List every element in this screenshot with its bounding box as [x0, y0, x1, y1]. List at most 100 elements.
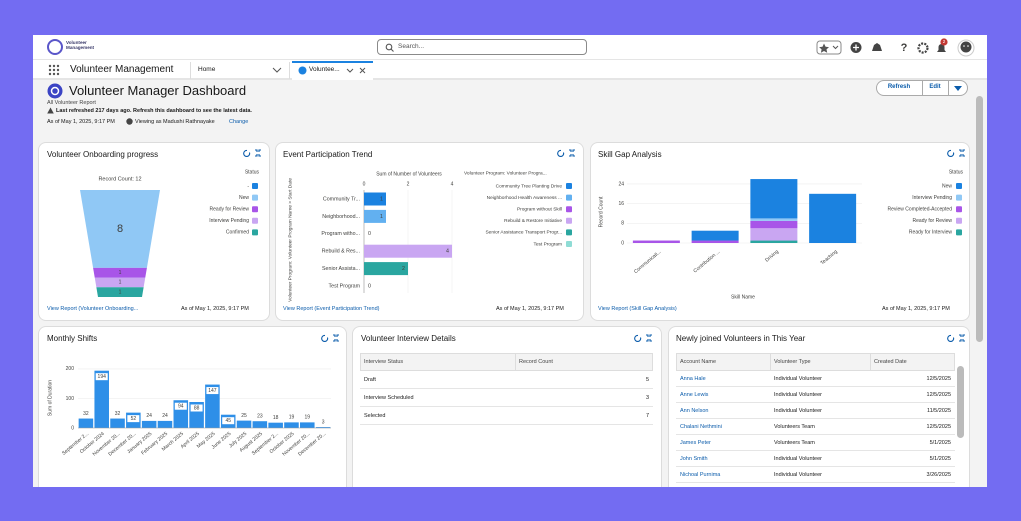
label-bg: [143, 412, 156, 420]
footer-date: As of May 1, 2025, 9:17 PM: [496, 306, 564, 312]
onboarding-card: [38, 142, 270, 321]
dashboard-title: Volunteer Manager Dashboard: [69, 83, 247, 98]
legend-swatch: [566, 183, 572, 189]
table-cell: Individual Volunteer: [774, 407, 823, 414]
bar-segment: [750, 179, 798, 219]
table-row: [676, 387, 955, 403]
change-link[interactable]: Change: [229, 119, 249, 125]
table-cell[interactable]: John Smith: [680, 455, 708, 462]
y-tick-label: 0: [621, 240, 624, 246]
search-box[interactable]: [377, 39, 587, 55]
table-cell[interactable]: Anna Hale: [680, 375, 706, 382]
expand-icon: [569, 149, 575, 157]
column-header[interactable]: Created Date: [874, 359, 907, 365]
legend-swatch: [956, 206, 962, 213]
tab-label[interactable]: Home: [198, 66, 216, 73]
app-logo[interactable]: [47, 39, 63, 55]
y-axis-title: Volunteer Program: Volunteer Program Nam…: [287, 178, 293, 302]
table-cell[interactable]: Nichoal Purnima: [680, 471, 721, 478]
edit-button[interactable]: Edit: [929, 84, 941, 90]
dashboard-subtitle: All Volunteer Report: [47, 100, 96, 106]
as-of: As of May 1, 2025, 9:17 PM: [47, 119, 115, 125]
bar: [284, 422, 299, 428]
label-bg: [301, 413, 314, 421]
label-bg: [174, 402, 187, 410]
legend-label: Interview Pending: [209, 218, 249, 224]
label-bg: [206, 387, 219, 395]
legend-label: Ready for Review: [913, 218, 953, 224]
legend-swatch: [956, 194, 962, 201]
more-button[interactable]: [953, 85, 963, 92]
x-axis-title: Sum of Number of Volunteers: [376, 171, 442, 177]
scrollbar[interactable]: [976, 96, 983, 342]
app-launcher[interactable]: [48, 64, 60, 76]
legend-label: Interview Pending: [912, 195, 952, 201]
column-header[interactable]: Volunteer Type: [774, 359, 811, 365]
table-scrollbar[interactable]: [957, 366, 964, 438]
legend-label: New: [942, 183, 952, 189]
bar: [78, 418, 94, 428]
legend-label: Ready for Interview: [909, 230, 952, 236]
table-cell[interactable]: Anne Lewis: [680, 391, 709, 398]
column-divider: [515, 353, 516, 371]
report-link[interactable]: View Report (Skill Gap Analysis): [598, 306, 677, 312]
footer-date: As of May 1, 2025, 9:17 PM: [882, 306, 950, 312]
bar-label: 1: [380, 214, 383, 220]
refresh-icon: [634, 334, 642, 343]
refresh-button[interactable]: Refresh: [887, 84, 911, 90]
segment-label: 1: [119, 270, 122, 276]
label-bg: [111, 410, 124, 418]
dashboard-icon: [47, 83, 63, 99]
table-cell: Volunteers Team: [774, 423, 815, 430]
legend-label: Neighborhood Health Awareness ...: [487, 195, 562, 201]
table-cell: 5/1/2025: [929, 455, 951, 462]
nav-bar: [33, 60, 987, 80]
refresh-icon: [243, 149, 251, 158]
column-header[interactable]: Interview Status: [364, 359, 404, 365]
bar-label: 32: [115, 411, 121, 417]
report-link[interactable]: View Report (Volunteer Onboarding...: [47, 306, 139, 312]
legend-label: Confirmed: [226, 230, 249, 236]
home-tab[interactable]: [190, 62, 290, 79]
x-tick-label: 4: [451, 181, 454, 187]
tab-chevron[interactable]: [272, 66, 282, 74]
bar-label: 25: [241, 413, 247, 419]
bar-label: 194: [98, 374, 107, 380]
column-header[interactable]: Record Count: [519, 359, 553, 365]
bar: [205, 384, 220, 428]
column-divider: [870, 353, 871, 371]
table-cell[interactable]: Ann Nelson: [680, 407, 709, 414]
report-link[interactable]: View Report (Event Participation Trend): [283, 306, 380, 312]
table-cell: Individual Volunteer: [774, 455, 823, 462]
column-header[interactable]: Account Name: [680, 359, 717, 365]
bar-segment: [750, 218, 798, 221]
bar-label: 19: [289, 415, 295, 421]
y-axis-title: Sum of Duration: [47, 380, 53, 416]
expand-icon: [255, 149, 261, 157]
legend-title: Volunteer Program: Volunteer Progra...: [464, 170, 547, 176]
search-icon: [385, 43, 394, 52]
y-tick-label: Test Program: [329, 283, 361, 289]
legend-swatch: [956, 217, 962, 224]
refresh-icon: [947, 334, 955, 343]
label-bg: [127, 415, 140, 423]
tab-label[interactable]: Voluntee...: [309, 66, 340, 73]
table-cell[interactable]: Chalani Nethmini: [680, 423, 722, 430]
table-cell: 5/1/2025: [929, 439, 951, 446]
tab-actions[interactable]: [346, 67, 370, 75]
bar: [141, 420, 157, 428]
table-cell[interactable]: James Peter: [680, 439, 711, 446]
label-bg: [285, 413, 298, 421]
x-tick-label: Teaching: [820, 249, 839, 267]
label-bg: [190, 404, 203, 412]
table-cell: 12/5/2025: [926, 391, 951, 398]
participation-card: [275, 142, 584, 321]
active-tab[interactable]: [292, 61, 373, 80]
bar-label: 18: [273, 415, 279, 421]
bar-label: 94: [178, 404, 184, 410]
bar-label: 88: [194, 405, 200, 411]
refresh-notice: Last refreshed 217 days ago. Refresh thi…: [56, 108, 252, 114]
bar-label: 24: [162, 413, 168, 419]
